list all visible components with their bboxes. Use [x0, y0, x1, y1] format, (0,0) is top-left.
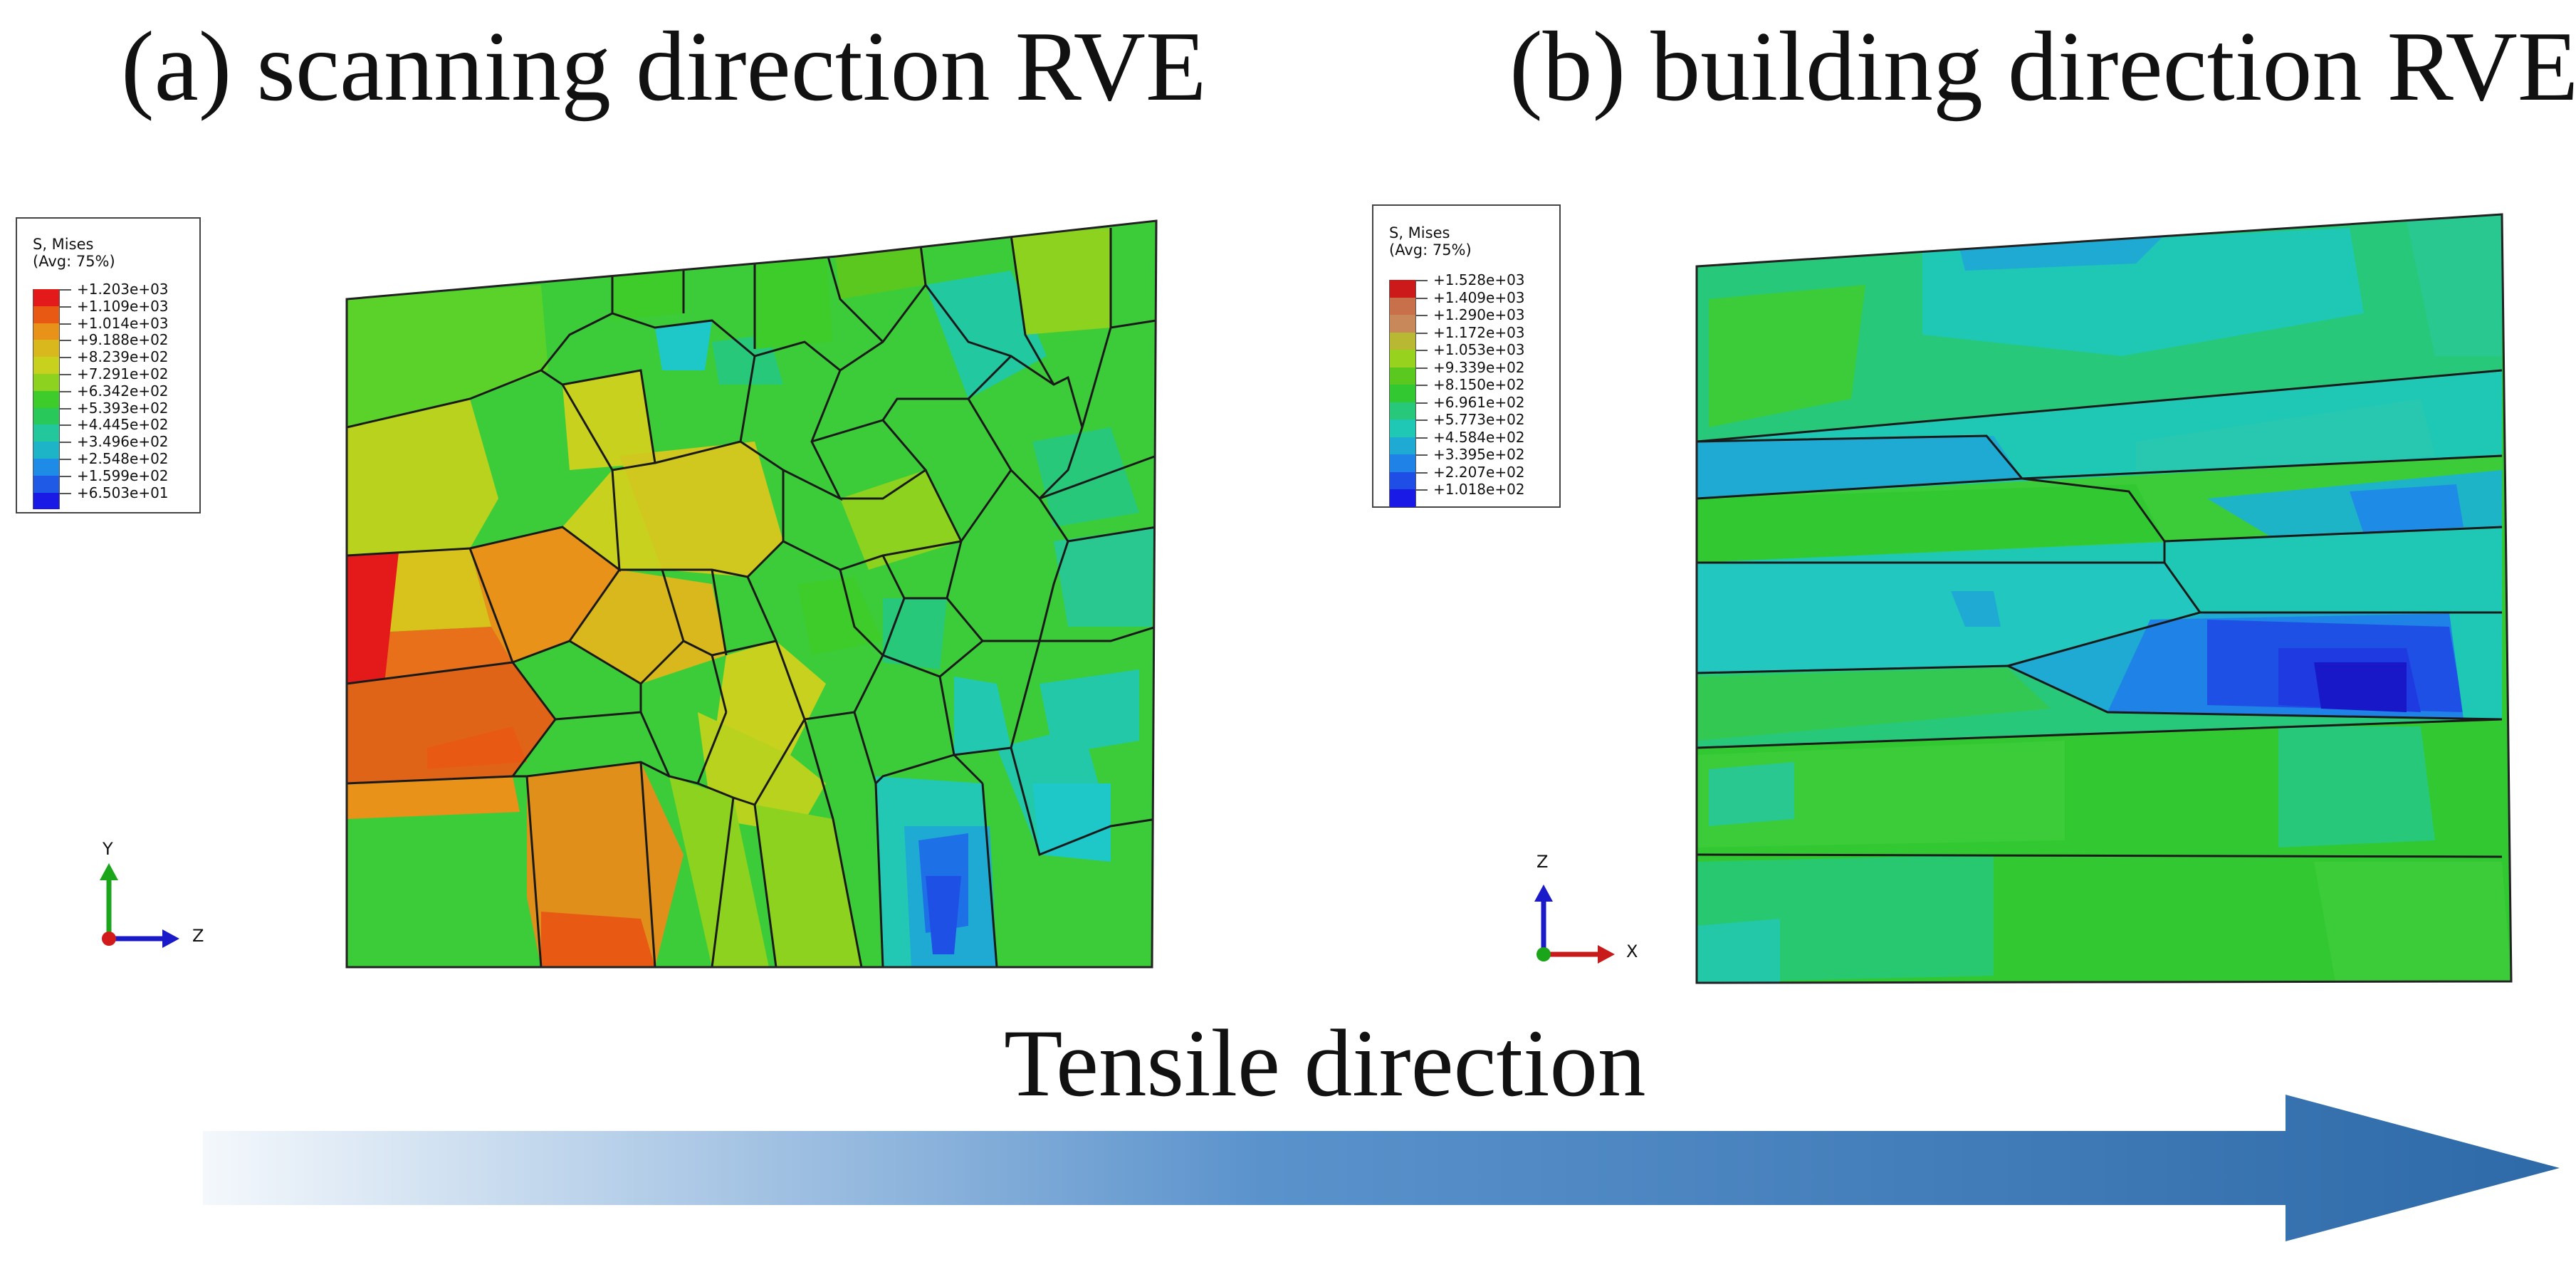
legend-swatch — [33, 340, 60, 358]
legend-title: S, Mises — [1389, 224, 1450, 241]
legend-swatch — [33, 374, 60, 391]
legend-swatch — [1389, 437, 1416, 454]
legend-value: +6.961e+02 — [1433, 393, 1525, 411]
legend-value: +1.018e+02 — [1433, 481, 1525, 498]
legend-swatch — [1389, 385, 1416, 402]
legend-tick — [60, 475, 71, 477]
legend-tick — [60, 306, 71, 308]
legend-tick — [1416, 489, 1428, 491]
grain-boundaries-scanning — [347, 227, 1156, 967]
axis-label-z: Z — [192, 926, 204, 946]
legend-value: +1.053e+03 — [1433, 341, 1525, 358]
legend-swatch — [33, 390, 60, 408]
legend-value: +5.393e+02 — [77, 399, 169, 417]
legend-tick — [1416, 402, 1428, 404]
legend-tick — [60, 390, 71, 392]
legend-tick — [60, 340, 71, 342]
legend-value: +6.503e+01 — [77, 484, 169, 501]
legend-value: +5.773e+02 — [1433, 411, 1525, 428]
tensile-direction-label: Tensile direction — [1004, 1011, 1646, 1117]
legend-value: +1.409e+03 — [1433, 288, 1525, 306]
legend-tick — [1416, 471, 1428, 474]
legend-subtitle: (Avg: 75%) — [1389, 241, 1472, 259]
legend-subtitle: (Avg: 75%) — [33, 253, 115, 270]
legend-value: +4.445e+02 — [77, 416, 169, 434]
axis-label-x: X — [1626, 942, 1638, 961]
legend-swatch — [33, 289, 60, 306]
title-building-direction: (b) building direction RVE — [1509, 11, 2576, 122]
legend-tick — [1416, 437, 1428, 439]
legend-tick — [1416, 419, 1428, 421]
legend-value: +3.496e+02 — [77, 433, 169, 451]
rve-outline-building — [1695, 213, 2513, 984]
legend-value: +2.207e+02 — [1433, 463, 1525, 481]
legend-value: +1.599e+02 — [77, 466, 169, 484]
axis-label-z: Z — [1536, 852, 1549, 872]
legend-swatch — [33, 475, 60, 493]
legend-title: S, Mises — [33, 236, 94, 253]
legend-swatch — [1389, 489, 1416, 507]
legend-swatch — [33, 459, 60, 476]
legend-tick — [60, 374, 71, 375]
axis-triad-building — [1534, 885, 1615, 964]
legend-swatch — [33, 442, 60, 459]
legend-tick — [60, 492, 71, 494]
legend-swatch — [33, 424, 60, 442]
legend-tick — [1416, 385, 1428, 386]
grains-scanning — [347, 221, 1156, 967]
legend-value: +8.150e+02 — [1433, 376, 1525, 393]
rve-outline-scanning — [345, 219, 1158, 969]
legend-value: +4.584e+02 — [1433, 428, 1525, 446]
legend-swatch — [1389, 454, 1416, 472]
legend-tick — [60, 357, 71, 359]
legend-swatch — [33, 492, 60, 510]
legend-value: +3.395e+02 — [1433, 446, 1525, 463]
legend-tick — [60, 289, 71, 291]
legend-value: +1.014e+03 — [77, 314, 169, 332]
legend-value: +1.528e+03 — [1433, 271, 1525, 288]
legend-tick — [60, 323, 71, 325]
legend-building: S, Mises (Avg: 75%) +1.528e+03 +1.409e+03… — [1372, 204, 1561, 508]
legend-swatch — [1389, 419, 1416, 437]
legend-tick — [60, 407, 71, 410]
legend-tick — [1416, 454, 1428, 456]
legend-value: +1.290e+03 — [1433, 306, 1525, 323]
legend-swatch — [33, 306, 60, 323]
legend-tick — [1416, 280, 1428, 281]
legend-swatch — [1389, 367, 1416, 385]
legend-tick — [1416, 350, 1428, 351]
legend-swatch — [33, 323, 60, 340]
legend-tick — [1416, 315, 1428, 316]
legend-value: +1.109e+03 — [77, 297, 169, 315]
legend-scanning: S, Mises (Avg: 75%) +1.203e+03 +1.109e+03… — [16, 217, 201, 513]
legend-tick — [1416, 367, 1428, 369]
legend-swatch — [1389, 471, 1416, 489]
legend-value: +2.548e+02 — [77, 450, 169, 467]
legend-swatch — [1389, 350, 1416, 367]
legend-swatch — [33, 407, 60, 425]
legend-tick — [1416, 297, 1428, 299]
legend-value: +9.188e+02 — [77, 331, 169, 349]
layer-boundaries-building — [1697, 369, 2503, 858]
legend-value: +1.203e+03 — [77, 281, 169, 298]
legend-value: +7.291e+02 — [77, 365, 169, 382]
axis-triad-scanning — [100, 863, 179, 948]
legend-value: +6.342e+02 — [77, 382, 169, 400]
title-scanning-direction: (a) scanning direction RVE — [121, 11, 1207, 122]
legend-value: +8.239e+02 — [77, 348, 169, 366]
legend-swatch — [33, 357, 60, 374]
legend-swatch — [1389, 297, 1416, 315]
legend-value: +9.339e+02 — [1433, 358, 1525, 376]
legend-tick — [60, 442, 71, 444]
legend-swatch — [1389, 402, 1416, 419]
legend-value: +1.172e+03 — [1433, 323, 1525, 341]
legend-swatch — [1389, 280, 1416, 298]
legend-swatch — [1389, 315, 1416, 333]
legend-tick — [1416, 332, 1428, 334]
legend-tick — [60, 424, 71, 427]
legend-tick — [60, 459, 71, 460]
layers-building — [1697, 214, 2511, 983]
legend-swatch — [1389, 332, 1416, 350]
axis-label-y: Y — [103, 839, 113, 859]
